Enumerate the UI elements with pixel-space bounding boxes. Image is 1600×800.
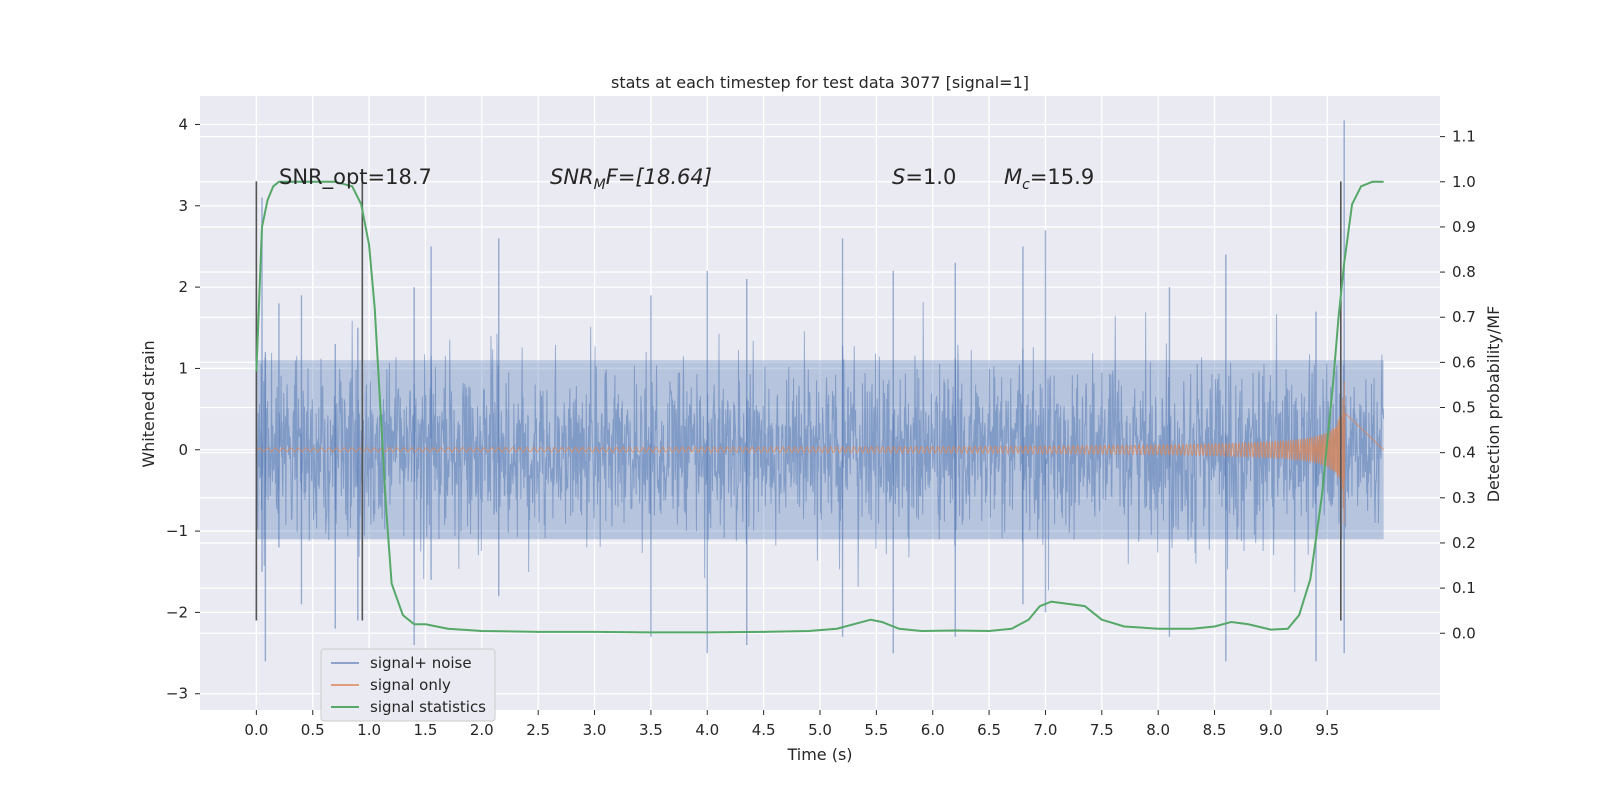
y2-tick-label-1: 0.1 [1452,579,1476,597]
chart-title: stats at each timestep for test data 307… [611,73,1029,92]
y2-tick-label-4: 0.4 [1452,444,1476,462]
x-tick-label-15: 7.5 [1090,721,1114,739]
x-tick-labels: 0.0 0.5 1.0 1.5 2.0 2.5 3.0 3.5 4.0 4.5 5.0 5.5 6.0 6… [244,710,1339,739]
legend-label-signal-noise: signal+ noise [370,654,472,672]
x-tick-label-2: 1.0 [357,721,381,739]
snr-mf-f: F=[18.64] [606,165,712,189]
legend: signal+ noise signal only signal statist… [320,648,496,722]
x-tick-label-0: 0.0 [244,721,268,739]
y-tick-label-6: 3 [178,197,188,215]
x-tick-label-1: 0.5 [301,721,325,739]
x-tick-label-7: 3.5 [639,721,663,739]
y2-tick-label-6: 0.6 [1452,353,1476,371]
x-tick-label-13: 6.5 [977,721,1001,739]
x-tick-label-19: 9.5 [1315,721,1339,739]
y2-tick-label-10: 1.0 [1452,173,1476,191]
x-axis-label: Time (s) [786,745,852,764]
y-tick-label-3: 0 [178,441,188,459]
signal-noise-trace [255,302,1385,593]
legend-box [320,648,496,722]
series-signal-statistics [255,180,1384,634]
legend-label-signal-statistics: signal statistics [370,698,486,716]
y2-axis-label: Detection probability/MF [1484,306,1503,503]
signal-only-trace [256,381,1384,524]
y2-tick-label-0: 0.0 [1452,624,1476,642]
vertical-markers [255,181,1342,621]
mc-sub: c [1022,177,1030,193]
s-rest: =1.0 [905,165,956,189]
x-tick-label-8: 4.0 [695,721,719,739]
x-tick-label-14: 7.0 [1034,721,1058,739]
annotation-s: S=1.0 [892,165,956,189]
x-tick-label-12: 6.0 [921,721,945,739]
signal-statistics-line [255,180,1384,634]
annotation-snr-mf: SNRMF=[18.64] [550,165,712,193]
y-tick-label-1: −2 [166,603,188,621]
y-axis-label: Whitened strain [139,340,158,467]
snr-mf-sub: M [594,177,606,193]
x-tick-label-3: 1.5 [414,721,438,739]
x-tick-label-10: 5.0 [808,721,832,739]
annotation-mc: Mc=15.9 [1004,165,1094,193]
x-tick-label-4: 2.0 [470,721,494,739]
y2-tick-labels: 0.0 0.1 0.2 0.3 0.4 0.5 0.6 0.7 0.8 0.9 1.0 1.1 [1440,128,1476,642]
y-tick-label-0: −3 [166,685,188,703]
x-tick-label-11: 5.5 [864,721,888,739]
legend-label-signal-only: signal only [370,676,451,694]
x-tick-label-16: 8.0 [1146,721,1170,739]
y2-tick-label-7: 0.7 [1452,308,1476,326]
series-signal-only [256,381,1384,524]
x-tick-label-9: 4.5 [752,721,776,739]
y-tick-label-4: 1 [178,359,188,377]
y-tick-label-7: 4 [178,115,188,133]
x-tick-label-18: 9.0 [1259,721,1283,739]
y2-tick-label-3: 0.3 [1452,489,1476,507]
y2-tick-label-2: 0.2 [1452,534,1476,552]
grid-horizontal-right [200,135,1440,634]
y2-tick-label-11: 1.1 [1452,128,1476,146]
y-tick-label-5: 2 [178,278,188,296]
y2-tick-label-9: 0.9 [1452,218,1476,236]
y-tick-labels: −3 −2 −1 0 1 2 3 4 [166,115,200,703]
snr-mf-base: SNR [550,165,594,189]
x-tick-label-5: 2.5 [526,721,550,739]
mc-base: M [1004,165,1022,189]
y2-tick-label-5: 0.5 [1452,399,1476,417]
x-tick-label-17: 8.5 [1203,721,1227,739]
mc-rest: =15.9 [1030,165,1094,189]
annotation-snr-opt: SNR_opt=18.7 [279,165,432,190]
s-base: S [892,165,905,189]
y-tick-label-2: −1 [166,522,188,540]
x-tick-label-6: 3.0 [583,721,607,739]
y2-tick-label-8: 0.8 [1452,263,1476,281]
